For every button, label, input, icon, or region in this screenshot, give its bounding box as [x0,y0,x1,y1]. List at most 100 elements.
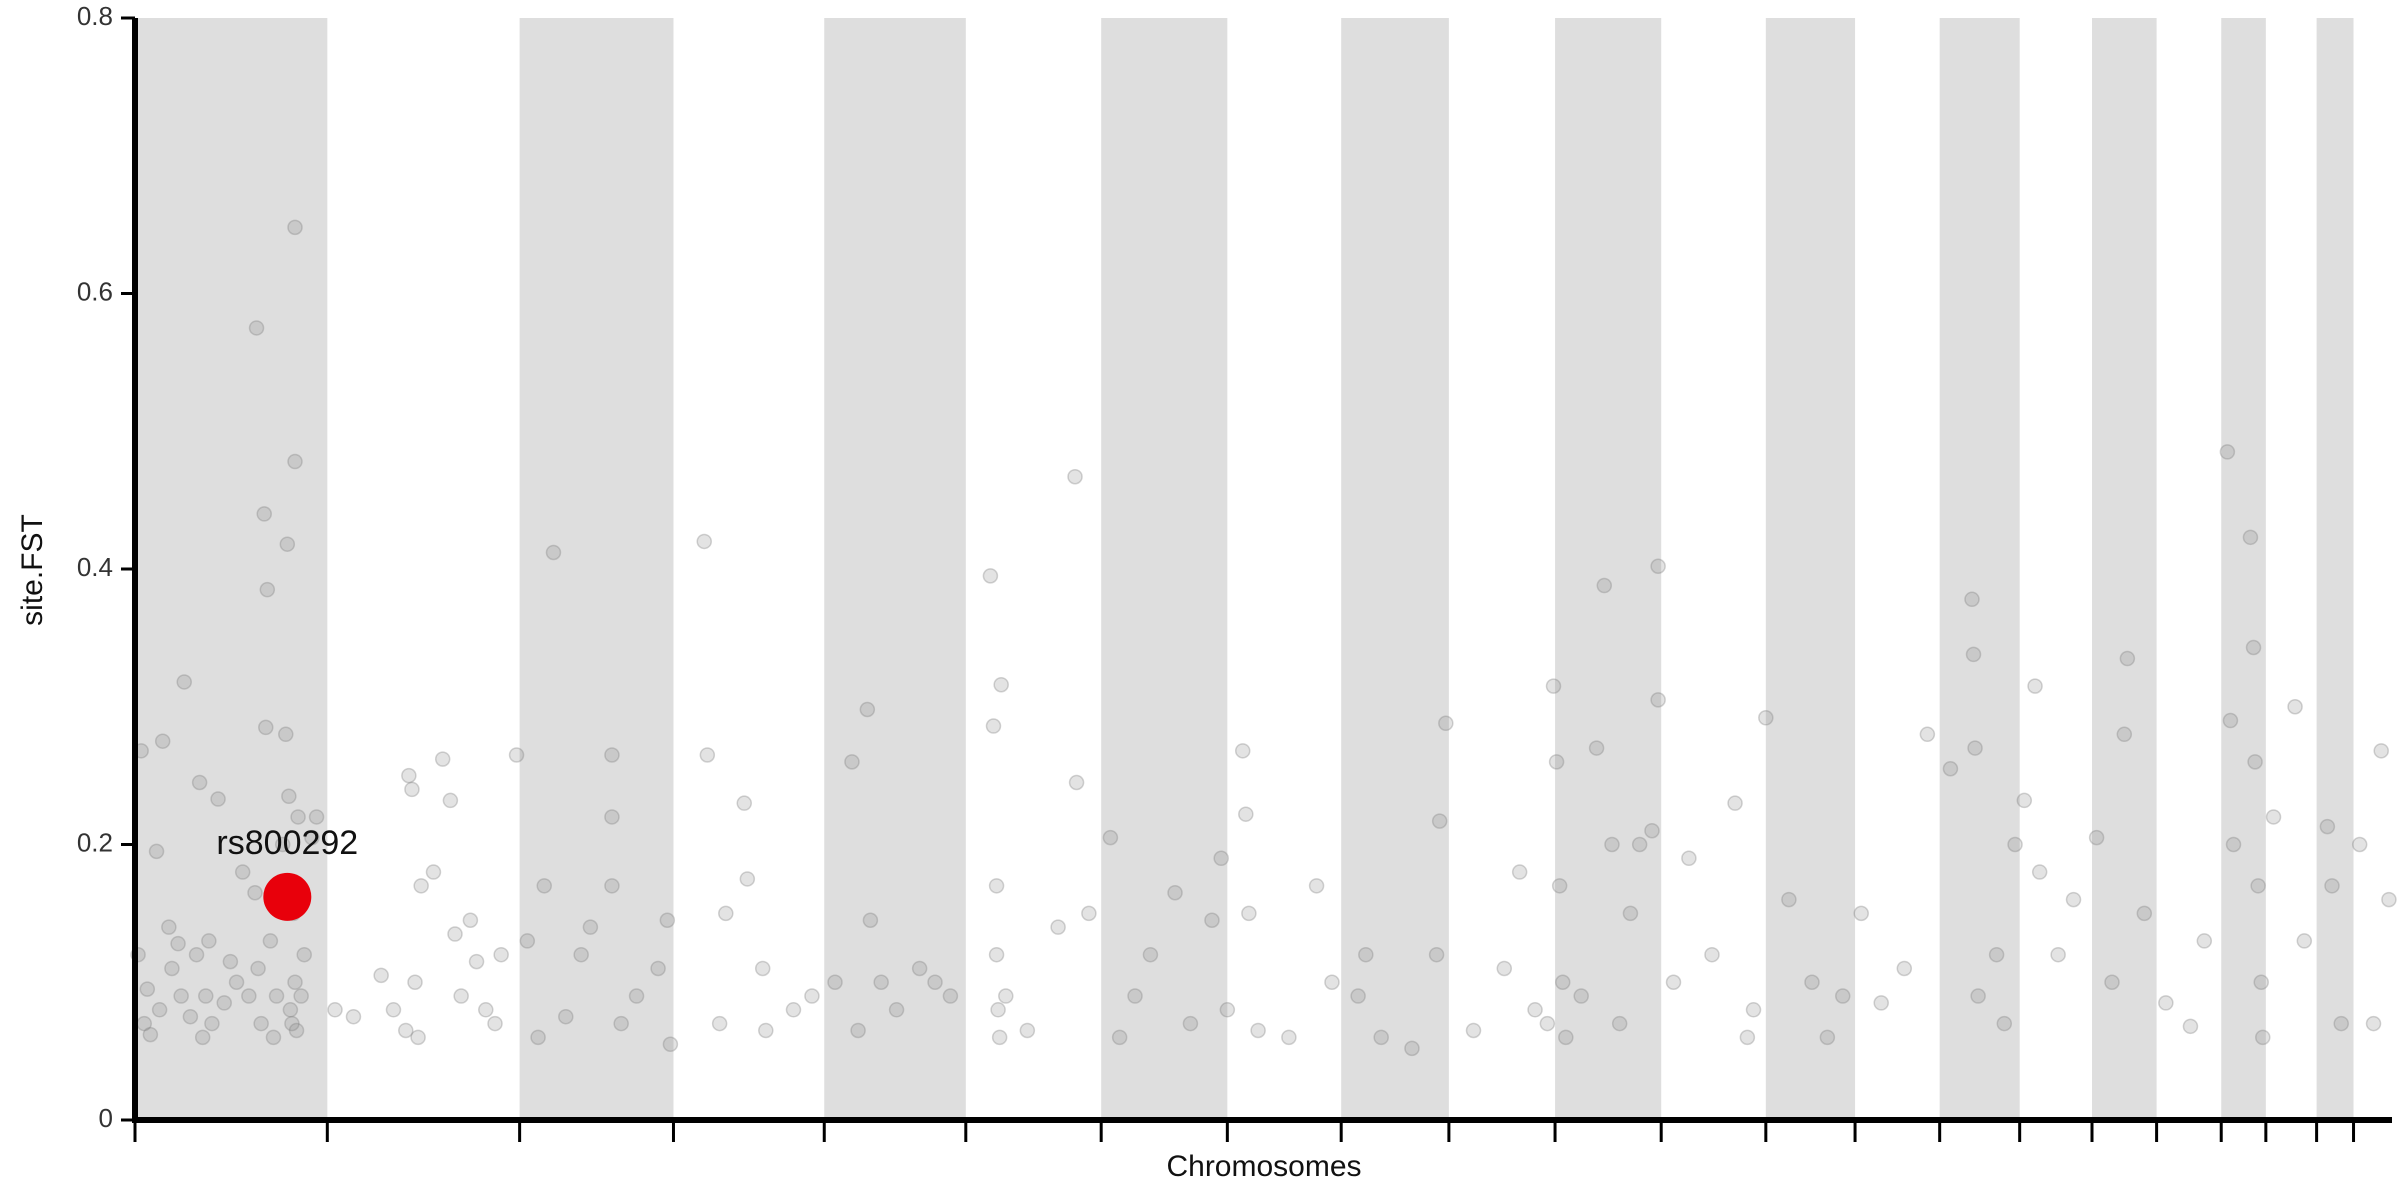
point [413,878,429,894]
point [327,1002,343,1018]
point [1068,774,1085,791]
point [1527,1002,1543,1018]
point [274,836,291,853]
point [1308,878,1325,894]
point [293,988,309,1004]
point [711,1015,728,1032]
point [1970,988,1986,1004]
point [1358,946,1374,963]
point [1545,678,1562,694]
point [401,767,417,784]
point [873,974,889,990]
point [1964,591,1980,608]
point [2255,1029,2271,1046]
point [1650,692,1666,708]
point [173,988,189,1004]
point [604,878,620,894]
point [754,960,771,977]
point [1548,754,1565,770]
point [1604,836,1620,853]
point [1050,919,1066,935]
point [2050,946,2066,963]
point [462,912,479,929]
point [308,809,325,825]
point [2196,933,2213,949]
point [198,988,214,1004]
point [1142,946,1159,963]
point [604,747,620,763]
point [2182,1018,2199,1035]
point [2381,891,2397,908]
point [758,1022,774,1039]
x-axis-label: Chromosomes [1166,1150,1361,1183]
point [1350,988,1366,1004]
point [201,933,217,949]
point [2219,444,2236,460]
point [453,988,469,1004]
point [2222,712,2239,729]
point [493,946,509,963]
point [1465,1022,1482,1039]
point [1919,726,1936,743]
point [927,974,943,990]
point [281,788,297,805]
point [990,1002,1006,1018]
point [613,1015,629,1032]
chromosome-band [824,18,966,1120]
point [398,1022,414,1039]
chromosome-bands [135,18,2354,1120]
point [228,974,245,990]
point [151,1002,168,1018]
y-tick-label: 0.6 [77,276,113,306]
point [1373,1029,1389,1046]
point [2247,754,2263,770]
point [1182,1015,1199,1032]
point [1324,974,1340,990]
point [982,568,999,584]
point [182,1008,199,1025]
point [988,878,1005,894]
point [1281,1029,1297,1046]
point [850,1022,866,1039]
point [2136,905,2153,922]
point [1204,912,1220,929]
point [447,926,463,942]
point [288,1022,305,1039]
chromosome-band [2091,18,2157,1120]
point [176,674,192,690]
point [1704,946,1720,963]
point [2250,878,2266,894]
point [425,864,442,880]
point [265,1029,282,1046]
point [1965,646,1982,663]
point [410,1029,426,1046]
point [478,1002,494,1018]
point [1067,468,1083,485]
point [385,1002,402,1018]
point [2333,1015,2349,1032]
point [2351,836,2368,853]
point [1167,884,1183,901]
point [468,953,485,970]
point [296,946,312,963]
point [1611,1015,1628,1032]
point [1428,946,1445,963]
point [247,884,263,901]
point [2225,836,2242,853]
point [1835,988,1851,1004]
point [262,933,279,949]
point [204,1015,220,1032]
point [1404,1040,1420,1057]
point [573,946,589,963]
point [2031,864,2048,880]
y-tick-label: 0 [99,1103,113,1133]
point [508,747,525,763]
point [248,320,265,336]
point [1554,974,1571,990]
point [2027,678,2043,694]
point [888,1002,905,1018]
chromosome-band [1555,18,1662,1120]
point [2119,650,2136,667]
point [1102,829,1119,846]
point [1727,795,1743,811]
